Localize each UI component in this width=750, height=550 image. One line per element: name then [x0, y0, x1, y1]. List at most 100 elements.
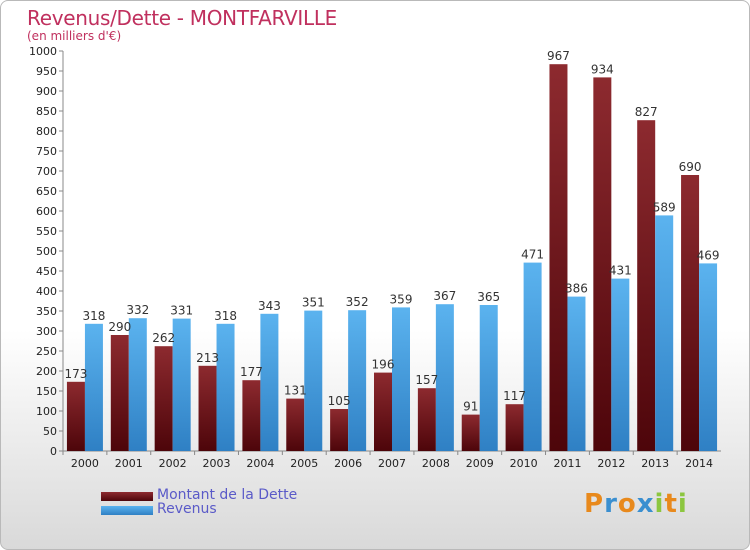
y-tick-label: 650 [36, 185, 57, 198]
data-label-revenus: 332 [126, 303, 149, 317]
x-tick-label: 2005 [290, 457, 318, 470]
y-tick-label: 750 [36, 145, 57, 158]
y-tick-label: 200 [36, 365, 57, 378]
data-label-dette: 290 [108, 320, 131, 334]
chart-title: Revenus/Dette - MONTFARVILLE [27, 6, 338, 30]
data-label-revenus: 365 [477, 290, 500, 304]
data-label-dette: 196 [372, 358, 395, 372]
bar-dette [505, 404, 524, 451]
data-label-dette: 177 [240, 365, 263, 379]
data-label-revenus: 318 [82, 309, 105, 323]
bar-revenus [479, 305, 498, 451]
bar-revenus [128, 318, 147, 451]
data-label-dette: 690 [679, 160, 702, 174]
x-tick-label: 2004 [246, 457, 274, 470]
y-tick-label: 800 [36, 125, 57, 138]
bar-dette [242, 380, 261, 451]
y-tick-label: 600 [36, 205, 57, 218]
bar-dette [154, 346, 173, 451]
y-tick-label: 150 [36, 385, 57, 398]
legend-label-revenus: Revenus [157, 501, 217, 517]
y-tick-label: 900 [36, 85, 57, 98]
data-label-revenus: 386 [565, 282, 588, 296]
data-label-dette: 105 [328, 394, 351, 408]
bar-revenus [655, 215, 674, 451]
bar-dette [110, 335, 129, 451]
data-label-revenus: 351 [302, 296, 325, 310]
x-tick-label: 2011 [553, 457, 581, 470]
data-label-dette: 827 [635, 105, 658, 119]
y-tick-label: 500 [36, 245, 57, 258]
x-tick-label: 2003 [203, 457, 231, 470]
logo-letter: o [617, 489, 637, 519]
data-label-revenus: 367 [433, 289, 456, 303]
bar-dette [681, 175, 700, 451]
x-tick-label: 2010 [510, 457, 538, 470]
y-tick-label: 350 [36, 305, 57, 318]
bar-dette [461, 414, 480, 451]
bar-dette [593, 77, 612, 452]
data-label-revenus: 318 [214, 309, 237, 323]
data-label-revenus: 359 [390, 292, 413, 306]
bar-revenus [84, 323, 103, 451]
bar-revenus [260, 313, 279, 451]
y-tick-label: 100 [36, 405, 57, 418]
logo-letter: t [664, 489, 678, 519]
data-label-revenus: 589 [653, 200, 676, 214]
proxiti-logo: Proxiti [584, 489, 688, 519]
bar-dette [286, 398, 305, 451]
data-label-revenus: 343 [258, 299, 281, 313]
y-tick-label: 300 [36, 325, 57, 338]
y-tick-label: 50 [43, 425, 57, 438]
y-tick-label: 700 [36, 165, 57, 178]
chart-subtitle: (en milliers d'€) [27, 29, 122, 43]
bar-dette [66, 381, 85, 451]
data-label-dette: 131 [284, 384, 307, 398]
chart-axes: 0 50 100 150 200 250 300 350 400 450 500 550 600 650 7… [29, 45, 721, 470]
bar-revenus [567, 296, 586, 451]
logo-letter: r [604, 489, 618, 519]
y-tick-label: 400 [36, 285, 57, 298]
y-tick-label: 550 [36, 225, 57, 238]
x-tick-label: 2009 [466, 457, 494, 470]
bar-dette [198, 365, 217, 451]
legend-swatch-dette [101, 492, 153, 501]
bar-revenus [216, 323, 235, 451]
x-tick-label: 2013 [641, 457, 669, 470]
logo-letter: x [636, 489, 655, 519]
x-tick-label: 2007 [378, 457, 406, 470]
x-tick-label: 2002 [159, 457, 187, 470]
logo-letter: i [677, 489, 688, 519]
x-tick-label: 2014 [685, 457, 713, 470]
logo-letter: P [584, 489, 605, 519]
x-tick-label: 2000 [71, 457, 99, 470]
data-label-dette: 213 [196, 351, 219, 365]
data-label-revenus: 331 [170, 304, 193, 318]
y-tick-label: 950 [36, 65, 57, 78]
y-tick-label: 450 [36, 265, 57, 278]
bar-revenus [699, 263, 718, 451]
bar-dette [417, 388, 436, 451]
data-label-revenus: 431 [609, 264, 632, 278]
data-label-dette: 91 [463, 400, 478, 414]
bar-revenus [172, 318, 191, 451]
data-label-dette: 262 [152, 331, 175, 345]
logo-letter: i [654, 489, 665, 519]
data-label-revenus: 352 [346, 295, 369, 309]
x-tick-label: 2012 [597, 457, 625, 470]
y-tick-label: 1000 [29, 45, 57, 58]
bar-revenus [435, 304, 454, 451]
bar-dette [549, 64, 568, 451]
x-tick-label: 2001 [115, 457, 143, 470]
chart-data-labels: 1733182903322623312133181773431313511053… [64, 49, 719, 413]
data-label-dette: 173 [64, 367, 87, 381]
bar-revenus [348, 310, 367, 451]
data-label-dette: 157 [415, 373, 438, 387]
bar-revenus [392, 307, 410, 451]
data-label-revenus: 471 [521, 248, 544, 262]
bar-dette [637, 120, 656, 451]
y-tick-label: 0 [50, 445, 57, 458]
bar-dette [374, 372, 392, 451]
